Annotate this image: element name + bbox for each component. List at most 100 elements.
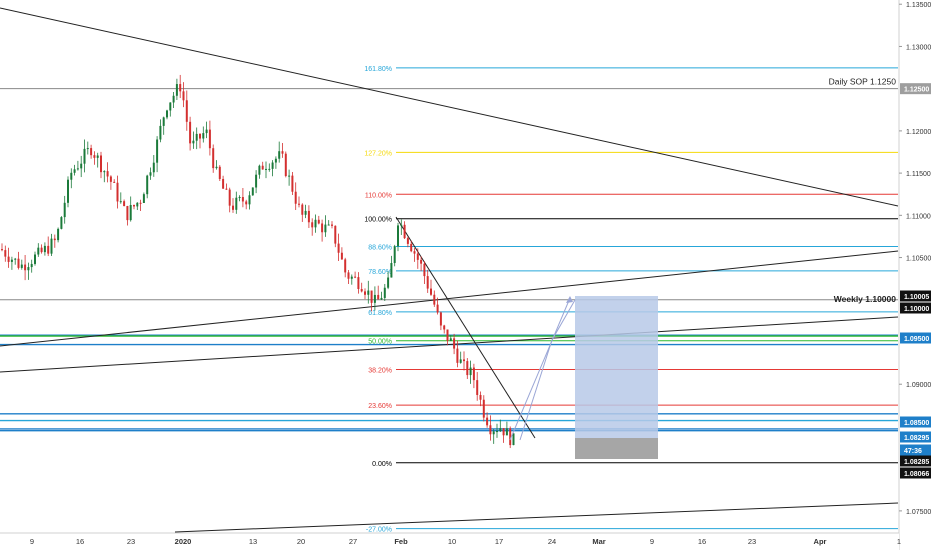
candle-body [426,276,429,289]
time-tick-label: 1 [897,537,901,546]
candle-body [449,338,452,341]
time-tick-label: Mar [592,537,605,546]
candle-body [136,202,139,207]
candle-body [40,247,43,253]
candle-body [10,259,13,262]
fib-level-label: 23.60% [368,403,392,410]
candle-body [370,290,373,303]
candle-body [80,163,83,169]
candle-body [119,201,122,203]
price-tick-label: 1.10500 [906,256,931,263]
candle-body [47,245,50,254]
fib-level-label: 110.00% [365,192,392,199]
price-tick-label: 1.11000 [906,213,931,220]
candle-body [139,202,142,204]
candle-body [225,188,228,190]
candle-body [175,84,178,96]
candle-body [133,205,135,207]
projection-path[interactable] [509,297,571,441]
trendline[interactable] [0,316,899,373]
price-badge [900,455,931,467]
stop-zone-rect[interactable] [575,438,658,459]
candle-body [406,238,409,244]
candle-body [496,431,498,433]
candle-body [146,175,149,195]
candle-body [492,431,495,435]
candle-body [30,263,33,268]
candle-body [195,133,198,141]
fib-level-label: 38.20% [368,368,392,375]
candle-body [367,290,370,295]
candle-body [73,169,76,173]
candle-body [218,166,221,179]
candle-body [288,175,291,177]
time-tick-label: 10 [448,537,456,546]
projection-path[interactable] [519,299,576,441]
time-tick-label: Apr [814,537,827,546]
trendline[interactable] [395,216,536,439]
price-badge [900,83,931,95]
candle-body [142,194,145,203]
price-badge [900,431,931,443]
candle-body [27,267,30,271]
trendline[interactable] [0,250,899,347]
candle-body [463,359,465,362]
time-tick-label: 16 [698,537,706,546]
candle-body [466,361,469,376]
price-tick-label: 1.09000 [906,382,931,389]
candle-body [182,91,185,101]
candle-body [116,182,119,202]
candle-body [489,425,492,435]
candle-body [129,205,132,221]
candle-body [37,247,40,255]
time-tick-label: Feb [394,537,408,546]
candlestick-series [1,74,515,449]
candle-body [123,201,126,207]
candle-body [106,171,109,177]
candle-body [410,243,413,252]
candle-body [261,165,264,170]
trendline[interactable] [0,7,899,207]
horizontal-levels-layer [0,88,898,432]
price-tick-label: 1.12000 [906,129,931,136]
candle-body [228,189,231,206]
position-tool[interactable] [509,296,658,459]
candle-body [96,155,99,158]
candle-body [380,297,383,300]
price-badge [900,467,931,479]
candle-body [505,428,508,436]
time-axis[interactable] [0,533,899,550]
price-badge-text: 1.08295 [904,435,929,442]
candle-body [486,417,489,426]
price-badge [900,444,931,456]
candle-body [400,224,403,226]
candle-body [420,259,423,264]
fib-level-label: 50.00% [368,339,392,346]
level-labels-layer: Daily SOP 1.1250 Weekly 1.10000 [829,77,897,304]
candle-body [215,166,218,169]
target-zone-rect[interactable] [575,296,658,438]
candle-body [476,380,479,395]
candle-body [281,151,284,154]
candle-body [60,217,63,229]
candle-body [509,428,512,446]
fib-level-label: 0.00% [372,461,392,468]
candle-body [113,181,116,183]
candle-body [350,276,353,279]
fib-level-label: -27.00% [366,527,392,534]
candle-body [443,325,446,330]
candle-body [34,254,36,264]
candle-body [212,148,215,169]
candle-body [86,148,89,150]
candle-body [152,162,155,173]
candle-body [459,359,462,363]
candle-body [314,219,317,228]
candle-body [373,294,376,303]
price-badge [900,302,931,314]
trendline[interactable] [174,502,899,533]
candle-body [334,225,337,244]
trendlines-layer[interactable] [0,7,899,533]
price-badge-text: 1.09500 [904,336,929,343]
